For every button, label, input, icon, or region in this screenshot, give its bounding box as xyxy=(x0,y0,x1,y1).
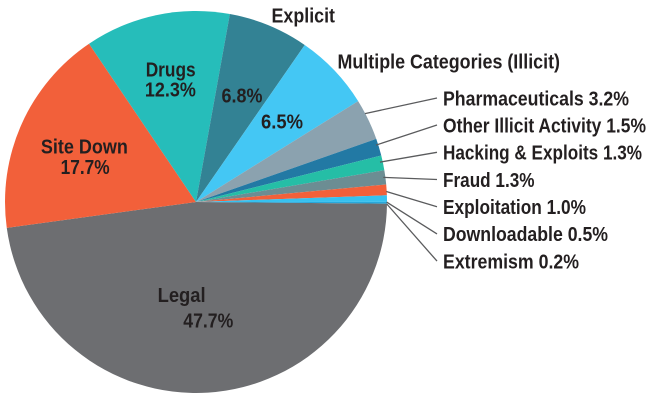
svg-text:47.7%: 47.7% xyxy=(183,311,233,333)
svg-text:Multiple Categories (Illicit): Multiple Categories (Illicit) xyxy=(338,52,561,74)
svg-text:Extremism 0.2%: Extremism 0.2% xyxy=(443,251,579,273)
svg-text:Explicit: Explicit xyxy=(272,6,336,28)
svg-text:Legal: Legal xyxy=(158,285,206,307)
svg-text:12.3%: 12.3% xyxy=(145,80,196,102)
svg-text:Hacking & Exploits 1.3%: Hacking & Exploits 1.3% xyxy=(443,143,642,165)
svg-text:6.5%: 6.5% xyxy=(261,111,303,133)
svg-text:Other Illicit Activity 1.5%: Other Illicit Activity 1.5% xyxy=(443,115,646,137)
svg-text:Pharmaceuticals 3.2%: Pharmaceuticals 3.2% xyxy=(443,88,629,110)
svg-text:Downloadable 0.5%: Downloadable 0.5% xyxy=(443,224,608,246)
svg-text:Fraud 1.3%: Fraud 1.3% xyxy=(443,170,535,192)
svg-text:Exploitation 1.0%: Exploitation 1.0% xyxy=(443,197,586,219)
svg-text:Site Down: Site Down xyxy=(41,136,128,158)
svg-text:Drugs: Drugs xyxy=(146,59,196,81)
svg-text:6.8%: 6.8% xyxy=(222,85,263,107)
svg-text:17.7%: 17.7% xyxy=(61,157,110,179)
